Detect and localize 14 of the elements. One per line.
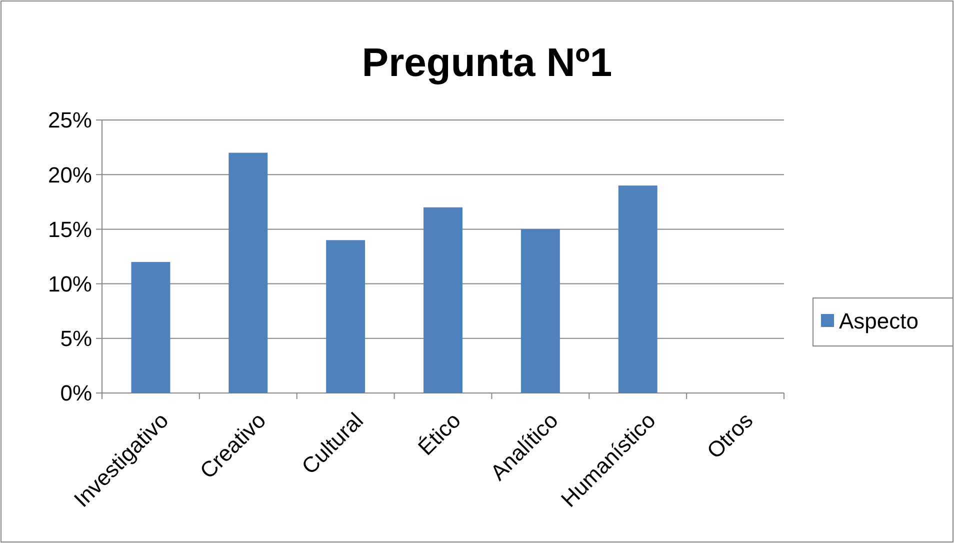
bar xyxy=(131,262,170,393)
bar xyxy=(326,240,366,393)
y-tick-label: 5% xyxy=(60,326,92,352)
y-tick-label: 15% xyxy=(48,216,92,242)
y-tick-label: 25% xyxy=(48,108,92,133)
bar xyxy=(618,186,658,393)
bar xyxy=(520,229,560,393)
chart-title: Pregunta Nº1 xyxy=(362,41,612,85)
y-tick-label: 0% xyxy=(60,380,92,406)
bar xyxy=(424,207,462,393)
legend-label: Aspecto xyxy=(839,308,918,334)
bar xyxy=(228,152,268,393)
y-tick-label: 20% xyxy=(48,162,92,188)
y-tick-label: 10% xyxy=(48,272,92,296)
